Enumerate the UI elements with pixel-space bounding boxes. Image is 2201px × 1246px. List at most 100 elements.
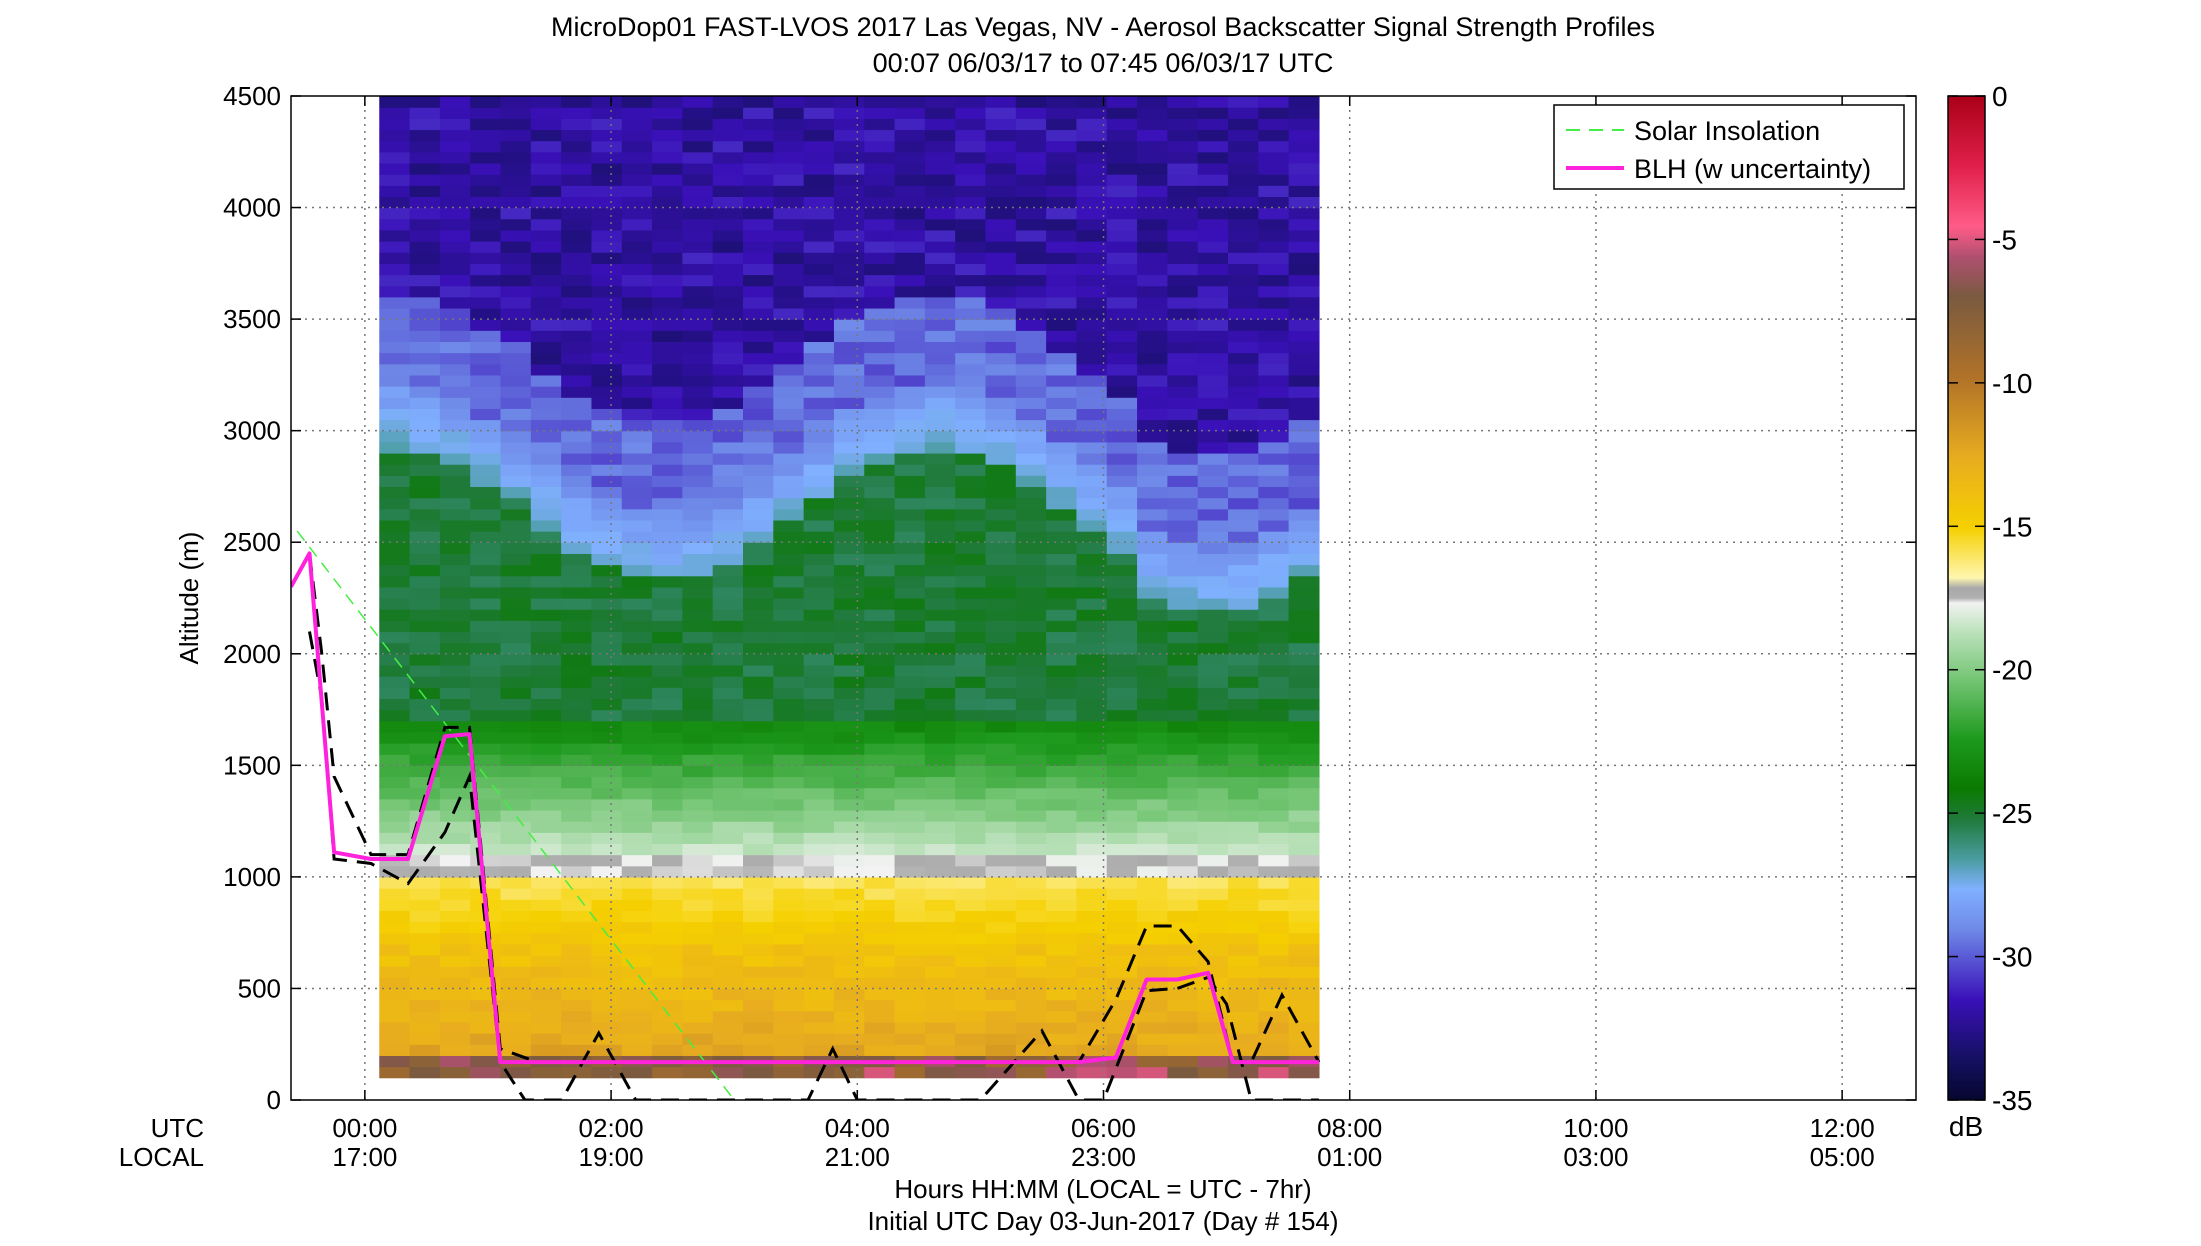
heatmap-cell (985, 341, 1017, 354)
heatmap-cell (470, 642, 502, 655)
heatmap-cell (1015, 954, 1047, 967)
heatmap-cell (530, 698, 562, 711)
heatmap-cell (1046, 118, 1078, 131)
heatmap-cell (894, 118, 926, 131)
heatmap-cell (955, 787, 987, 800)
heatmap-cell (1167, 464, 1199, 476)
heatmap-cell (773, 809, 805, 822)
heatmap-cell (1227, 497, 1259, 510)
heatmap-cell (1137, 419, 1168, 432)
heatmap-cell (773, 932, 805, 945)
heatmap-cell (682, 96, 714, 108)
heatmap-cell (1288, 386, 1320, 398)
heatmap-cell (470, 363, 502, 376)
heatmap-cell (803, 107, 835, 119)
heatmap-cell (561, 374, 593, 387)
heatmap-cell (439, 854, 471, 867)
heatmap-cell (682, 464, 714, 476)
heatmap-cell (530, 274, 562, 287)
heatmap-cell (1015, 832, 1047, 845)
heatmap-cell (591, 341, 623, 354)
heatmap-cell (1288, 118, 1320, 131)
heatmap-cell (803, 943, 835, 956)
heatmap-cell (1015, 118, 1047, 131)
heatmap-cell (773, 631, 805, 644)
heatmap-cell (1015, 419, 1047, 432)
heatmap-cell (439, 564, 471, 577)
heatmap-cell (1015, 620, 1047, 633)
heatmap-cell (985, 809, 1017, 822)
heatmap-cell (1046, 1021, 1078, 1034)
heatmap-cell (1076, 620, 1108, 633)
heatmap-cell (864, 419, 896, 432)
heatmap-cell (530, 140, 562, 153)
heatmap-cell (955, 598, 987, 610)
heatmap-cell (1137, 162, 1168, 175)
heatmap-cell (1046, 1044, 1078, 1056)
heatmap-cell (561, 129, 593, 142)
heatmap-cell (924, 196, 956, 209)
heatmap-cell (1288, 787, 1320, 800)
heatmap-cell (1197, 1021, 1229, 1034)
heatmap-cell (1137, 999, 1168, 1012)
heatmap-cell (1167, 252, 1199, 264)
heatmap-cell (864, 296, 896, 309)
heatmap-cell (803, 419, 835, 432)
heatmap-cell (500, 497, 532, 510)
heatmap-cell (743, 542, 774, 554)
heatmap-cell (439, 185, 471, 197)
heatmap-cell (652, 720, 683, 733)
heatmap-cell (409, 363, 441, 376)
heatmap-cell (439, 1066, 471, 1079)
heatmap-cell (1076, 430, 1108, 443)
heatmap-cell (621, 430, 653, 443)
data-lines (291, 530, 1321, 1100)
heatmap-cell (682, 486, 714, 499)
heatmap-cell (864, 865, 896, 878)
heatmap-cell (743, 274, 774, 287)
heatmap-cell (712, 564, 744, 577)
heatmap-cell (955, 553, 987, 566)
heatmap-cell (439, 553, 471, 566)
heatmap-cell (985, 107, 1017, 119)
heatmap-cell (621, 319, 653, 331)
heatmap-cell (712, 642, 744, 655)
heatmap-cell (379, 687, 411, 699)
heatmap-cell (682, 408, 714, 421)
heatmap-cell (712, 598, 744, 610)
heatmap-cell (591, 519, 623, 532)
heatmap-cell (864, 743, 896, 755)
heatmap-cell (773, 843, 805, 856)
heatmap-cell (470, 966, 502, 978)
heatmap-cell (864, 252, 896, 264)
heatmap-cell (1106, 408, 1138, 421)
heatmap-cell (1288, 296, 1320, 309)
x-tick-label-local: 05:00 (1810, 1142, 1875, 1172)
heatmap-cell (1227, 977, 1259, 990)
heatmap-cell (1076, 787, 1108, 800)
heatmap-cell (955, 542, 987, 554)
heatmap-cell (1137, 787, 1168, 800)
heatmap-cell (439, 140, 471, 153)
heatmap-cell (743, 486, 774, 499)
heatmap-cell (1258, 341, 1290, 354)
heatmap-cell (409, 307, 441, 320)
heatmap-cell (652, 464, 683, 476)
heatmap-cell (379, 954, 411, 967)
heatmap-cell (500, 341, 532, 354)
heatmap-cell (1015, 598, 1047, 610)
heatmap-cell (682, 386, 714, 398)
heatmap-cell (894, 352, 926, 365)
heatmap-cell (894, 430, 926, 443)
legend-blh-label: BLH (w uncertainty) (1634, 154, 1871, 184)
heatmap-cell (1167, 553, 1199, 566)
heatmap-cell (439, 966, 471, 978)
heatmap-cell (591, 564, 623, 577)
heatmap-cell (743, 876, 774, 889)
heatmap-cell (1106, 564, 1138, 577)
heatmap-cell (743, 397, 774, 409)
heatmap-cell (1046, 464, 1078, 476)
heatmap-cell (1197, 241, 1229, 253)
heatmap-cell (955, 252, 987, 264)
heatmap-cell (439, 419, 471, 432)
